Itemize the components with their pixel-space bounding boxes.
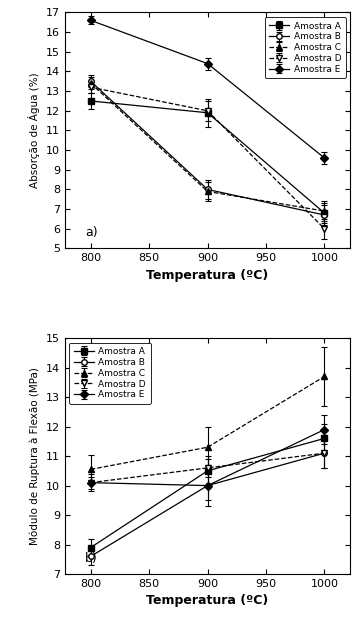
Y-axis label: Módulo de Ruptura à Flexão (MPa): Módulo de Ruptura à Flexão (MPa): [30, 367, 40, 545]
Legend: Amostra A, Amostra B, Amostra C, Amostra D, Amostra E: Amostra A, Amostra B, Amostra C, Amostra…: [265, 17, 345, 78]
X-axis label: Temperatura (ºC): Temperatura (ºC): [147, 595, 269, 608]
X-axis label: Temperatura (ºC): Temperatura (ºC): [147, 269, 269, 282]
Y-axis label: Absorção de Água (%): Absorção de Água (%): [29, 72, 40, 188]
Legend: Amostra A, Amostra B, Amostra C, Amostra D, Amostra E: Amostra A, Amostra B, Amostra C, Amostra…: [70, 343, 151, 404]
Text: b): b): [85, 552, 98, 565]
Text: a): a): [85, 226, 97, 239]
